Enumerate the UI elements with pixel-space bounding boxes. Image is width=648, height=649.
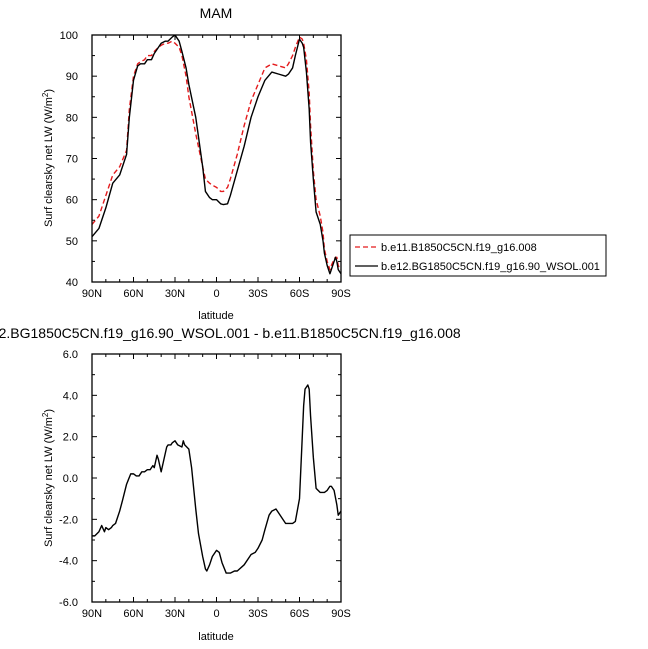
top-x-tick-label-4: 30S <box>248 288 268 300</box>
bottom-x-tick-label-0: 90N <box>82 608 102 620</box>
bottom-y-tick-label-0: -6.0 <box>59 597 78 609</box>
top-chart-frame <box>91 34 342 283</box>
legend-box <box>349 234 607 277</box>
bottom-y-tick-label-4: 2.0 <box>63 432 78 444</box>
bottom-series-line-1 <box>92 384 341 574</box>
top-x-tick-label-6: 90S <box>331 288 351 300</box>
top-chart: MAM 90N 60N 30N 0 30S 60S 90S 405060708090100 … <box>41 5 351 322</box>
top-x-tick-label-0: 90N <box>82 288 102 300</box>
top-chart-y-ticks: 40 50 60 70 80 90 100 <box>60 30 341 289</box>
top-y-tick-label-0: 40 <box>66 277 78 289</box>
top-y-tick-label-6: 100 <box>60 30 78 42</box>
top-series-line-1 <box>92 36 341 271</box>
top-series-line-2 <box>92 35 341 275</box>
bottom-y-tick-label-3: 0.0 <box>63 473 78 485</box>
top-chart-x-ticks: 90N 60N 30N 0 30S 60S 90S <box>82 35 351 300</box>
bottom-chart-y-axis-label: Surf clearsky net LW (W/m2) <box>41 409 55 547</box>
bottom-x-tick-label-6: 90S <box>331 608 351 620</box>
top-y-tick-label-4: 80 <box>66 112 78 124</box>
bottom-y-tick-label-2: -2.0 <box>59 514 78 526</box>
bottom-y-tick-label-1: -4.0 <box>59 556 78 568</box>
bottom-x-tick-label-3: 0 <box>213 608 219 620</box>
legend-label-series-1: b.e11.B1850C5CN.f19_g16.008 <box>381 242 537 254</box>
top-x-tick-label-1: 60N <box>123 288 143 300</box>
bottom-chart-frame <box>91 353 342 603</box>
top-chart-series-layer <box>92 35 341 275</box>
bottom-x-tick-label-2: 30N <box>165 608 185 620</box>
bottom-chart: b.e12.BG1850C5CN.f19_g16.90_WSOL.001 - b… <box>0 325 461 643</box>
bottom-y-tick-label-5: 4.0 <box>63 390 78 402</box>
legend-label-series-2: b.e12.BG1850C5CN.f19_g16.90_WSOL.001 <box>381 261 600 273</box>
top-chart-title: MAM <box>200 5 233 21</box>
top-y-tick-label-3: 70 <box>66 154 78 166</box>
top-chart-x-axis-label: latitude <box>198 310 233 322</box>
top-y-tick-label-5: 90 <box>66 71 78 83</box>
bottom-x-tick-label-5: 60S <box>290 608 310 620</box>
bottom-x-tick-label-1: 60N <box>123 608 143 620</box>
top-x-tick-label-2: 30N <box>165 288 185 300</box>
bottom-x-tick-label-4: 30S <box>248 608 268 620</box>
top-y-tick-label-2: 60 <box>66 195 78 207</box>
bottom-chart-series-layer <box>92 384 341 574</box>
top-x-tick-label-3: 0 <box>213 288 219 300</box>
bottom-chart-x-axis-label: latitude <box>198 631 233 643</box>
top-x-tick-label-5: 60S <box>290 288 310 300</box>
bottom-chart-x-ticks: 90N 60N 30N 0 30S 60S 90S <box>82 354 351 620</box>
top-y-tick-label-1: 50 <box>66 236 78 248</box>
top-chart-legend: b.e11.B1850C5CN.f19_g16.008 b.e12.BG1850… <box>349 234 607 277</box>
bottom-chart-y-ticks: -6.0 -4.0 -2.0 0.0 2.0 4.0 6.0 <box>59 349 341 609</box>
bottom-y-tick-label-6: 6.0 <box>63 349 78 361</box>
top-chart-y-axis-label: Surf clearsky net LW (W/m2) <box>41 89 55 227</box>
bottom-chart-title: b.e12.BG1850C5CN.f19_g16.90_WSOL.001 - b… <box>0 325 461 341</box>
